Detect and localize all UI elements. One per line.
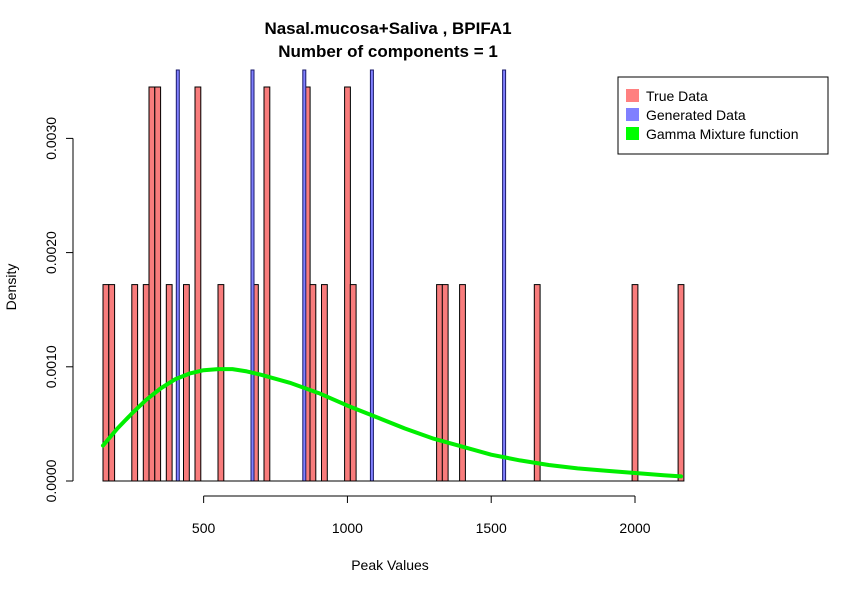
histogram-bar <box>131 284 139 482</box>
histogram-bar <box>677 284 685 482</box>
generated-data-bar <box>502 69 507 482</box>
histogram-bar <box>154 86 162 482</box>
legend-label: True Data <box>646 88 708 104</box>
histogram-bar <box>631 284 639 482</box>
generated-data-bar <box>250 69 255 482</box>
generated-data-bar <box>302 69 307 482</box>
legend-box <box>617 76 829 155</box>
histogram-bar <box>183 284 190 482</box>
legend-swatch <box>626 127 639 140</box>
x-axis-label: Peak Values <box>351 557 429 573</box>
chart-subtitle: Number of components = 1 <box>278 42 498 61</box>
histogram-bar <box>533 284 541 482</box>
histogram-bar <box>148 86 156 482</box>
legend-label: Generated Data <box>646 107 746 123</box>
legend-swatch <box>626 108 639 121</box>
histogram-bar <box>102 284 110 482</box>
histogram-bar <box>217 284 225 482</box>
plot-area <box>101 69 685 482</box>
chart-title: Nasal.mucosa+Saliva , BPIFA1 <box>264 19 511 38</box>
histogram-bar <box>309 284 317 482</box>
histogram-bar <box>142 284 150 482</box>
y-axis-label: Density <box>3 264 19 311</box>
generated-data-bar <box>369 69 374 482</box>
generated-data-bar <box>175 69 180 482</box>
y-tick-label: 0.0010 <box>43 345 59 388</box>
y-tick-label: 0.0020 <box>43 231 59 274</box>
histogram-bar <box>459 284 466 482</box>
histogram-bar <box>441 284 449 482</box>
gamma-curve-line <box>101 367 683 479</box>
y-tick-label: 0.0000 <box>43 459 59 502</box>
x-tick-label: 500 <box>192 520 216 536</box>
legend-swatch <box>626 89 639 102</box>
y-tick-label: 0.0030 <box>43 117 59 160</box>
histogram-bar <box>108 284 116 482</box>
histogram-bar <box>194 86 202 482</box>
legend-label: Gamma Mixture function <box>646 126 799 142</box>
x-tick-label: 1500 <box>476 520 507 536</box>
histogram-bar <box>436 284 443 482</box>
axes: 500 1000 1500 2000 0.0000 0.0010 0.0020 0.0030 <box>43 117 651 536</box>
legend: True Data Generated Data Gamma Mixture fun… <box>617 76 829 155</box>
histogram-bar <box>344 86 351 482</box>
x-tick-label: 1000 <box>332 520 363 536</box>
histogram-bar <box>321 284 328 482</box>
histogram-bar <box>263 86 271 482</box>
x-tick-label: 2000 <box>619 520 650 536</box>
histogram-bar <box>349 284 357 482</box>
